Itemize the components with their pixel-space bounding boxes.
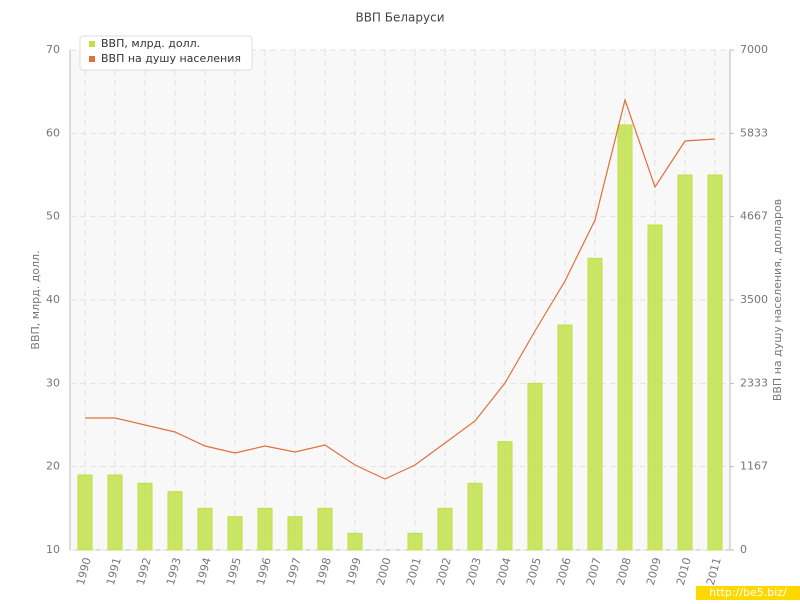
x-tick-label: 1990: [74, 556, 94, 586]
y2-tick-label: 1167: [740, 460, 768, 473]
y2-tick-label: 7000: [740, 43, 768, 56]
y-tick-label: 20: [46, 460, 60, 473]
x-tick-label: 1999: [344, 556, 364, 586]
bar: [257, 507, 273, 551]
bar: [527, 382, 543, 551]
y2-tick-label: 0: [740, 543, 747, 556]
x-tick-label: 2006: [554, 556, 574, 586]
x-tick-label: 1998: [314, 556, 334, 586]
y2-tick-label: 4667: [740, 210, 768, 223]
y-tick-label: 30: [46, 376, 60, 389]
x-tick-label: 2010: [674, 556, 694, 586]
bar: [707, 174, 723, 551]
y-tick-label: 70: [46, 43, 60, 56]
x-tick-label: 1997: [284, 556, 304, 586]
bar: [497, 441, 513, 551]
bar: [137, 482, 153, 551]
legend: ВВП, млрд. долл. ВВП на душу населения: [79, 35, 253, 71]
bar: [467, 482, 483, 551]
x-tick-label: 2005: [524, 556, 544, 586]
x-tick-label: 1993: [164, 556, 184, 586]
bar: [617, 124, 633, 551]
line: [85, 97, 716, 480]
legend-box: [79, 35, 253, 71]
bar: [437, 507, 453, 551]
bar: [647, 224, 663, 551]
bar: [347, 532, 363, 551]
bar: [287, 516, 303, 551]
legend-swatch: [89, 56, 95, 62]
x-tick-label: 1991: [104, 556, 124, 586]
y2-tick-label: 5833: [740, 126, 768, 139]
y-axis-title: ВВП, млрд. долл.: [29, 250, 42, 349]
legend-label: ВВП, млрд. долл.: [101, 37, 200, 50]
bar: [557, 324, 573, 551]
x-tick-label: 2001: [404, 556, 424, 586]
bar: [227, 516, 243, 551]
bar: [407, 532, 423, 551]
bar: [587, 257, 603, 551]
x-tick-label: 1996: [254, 556, 274, 586]
watermark-bg: [696, 586, 800, 600]
x-tick-label: 1995: [224, 556, 244, 586]
y-tick-label: 10: [46, 543, 60, 556]
bar: [167, 491, 183, 551]
legend-swatch: [89, 41, 95, 47]
y-tick-label: 50: [46, 210, 60, 223]
y2-axis-title: ВВП на душу населения, долларов: [771, 199, 784, 401]
x-tick-label: 2000: [374, 556, 394, 586]
y-tick-label: 40: [46, 293, 60, 306]
y2-tick-label: 3500: [740, 293, 768, 306]
y-tick-label: 60: [46, 126, 60, 139]
bar: [677, 174, 693, 551]
legend-label: ВВП на душу населения: [101, 52, 241, 65]
x-tick-label: 2011: [704, 556, 724, 586]
x-tick-label: 1992: [134, 556, 154, 586]
bar: [107, 474, 123, 551]
x-tick-label: 2008: [614, 556, 634, 586]
bar: [197, 507, 213, 551]
y2-tick-label: 2333: [740, 376, 768, 389]
x-tick-label: 2004: [494, 556, 514, 586]
watermark: http://be5.biz/: [709, 586, 787, 599]
x-tick-label: 2007: [584, 556, 604, 586]
x-tick-label: 2009: [644, 556, 664, 586]
bar: [77, 474, 93, 551]
x-tick-label: 2003: [464, 556, 484, 586]
x-tick-label: 1994: [194, 556, 214, 586]
bar: [317, 507, 333, 551]
chart-title: ВВП Беларуси: [355, 11, 444, 25]
x-tick-label: 2002: [434, 556, 454, 586]
